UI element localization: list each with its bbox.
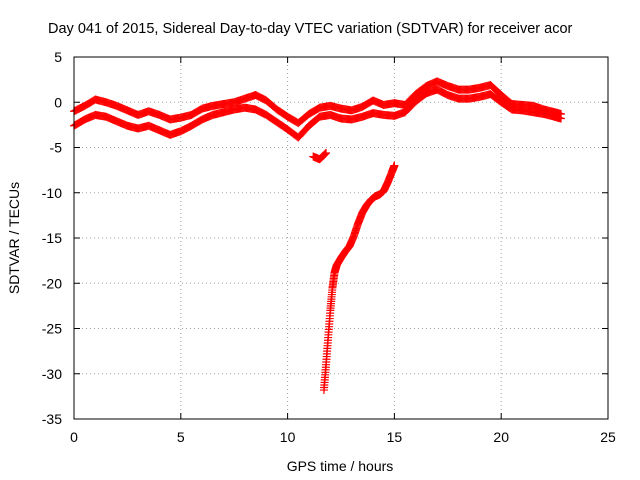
chart-title: Day 041 of 2015, Sidereal Day-to-day VTE… <box>48 21 573 37</box>
series-band-lower <box>70 85 566 142</box>
x-tick-label: 0 <box>70 429 78 445</box>
series-band-upper <box>70 77 566 128</box>
data-point <box>320 150 329 159</box>
y-tick-label: -30 <box>42 366 62 382</box>
y-tick-label: 5 <box>54 49 62 65</box>
series-descending-arc <box>319 161 399 395</box>
data-point <box>322 148 331 157</box>
x-axis-label: GPS time / hours <box>287 458 394 474</box>
y-tick-label: -5 <box>50 140 63 156</box>
y-tick-label: -15 <box>42 230 62 246</box>
data-point <box>321 149 330 158</box>
data-point <box>390 161 399 170</box>
x-tick-label: 25 <box>600 429 616 445</box>
y-tick-label: -20 <box>42 275 62 291</box>
x-tick-label: 10 <box>280 429 296 445</box>
x-tick-label: 20 <box>493 429 509 445</box>
y-tick-label: 0 <box>54 94 62 110</box>
data-points <box>70 77 566 395</box>
chart-axes: 0 5 10 15 20 25 5 0 -5 -10 -15 -20 -25 -30 -35 <box>42 49 616 445</box>
series-outlier-cluster <box>309 148 331 164</box>
x-tick-label: 15 <box>387 429 403 445</box>
y-tick-label: -25 <box>42 321 62 337</box>
x-tick-label: 5 <box>177 429 185 445</box>
y-tick-label: -35 <box>42 411 62 427</box>
y-tick-label: -10 <box>42 185 62 201</box>
data-point <box>557 114 566 123</box>
y-axis-label: SDTVAR / TECUs <box>6 182 22 294</box>
data-point <box>320 150 329 159</box>
